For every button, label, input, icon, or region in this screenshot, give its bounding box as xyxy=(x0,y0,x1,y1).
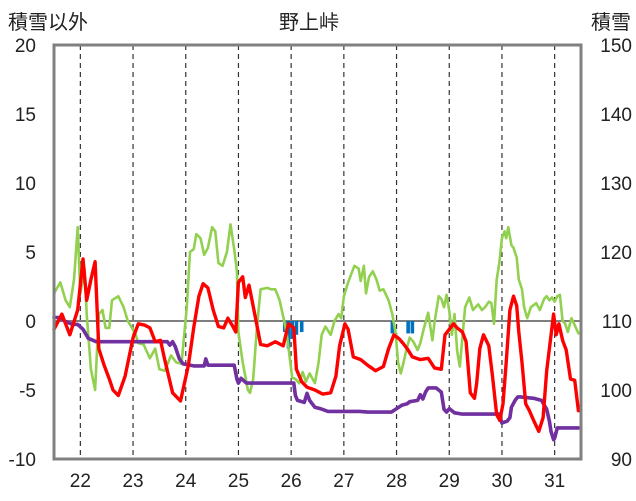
y-right-tick-label: 90 xyxy=(611,450,632,471)
y-right-tick-label: 120 xyxy=(600,243,632,264)
y-right-tick-label: 100 xyxy=(600,381,632,402)
x-tick-label: 29 xyxy=(439,471,460,492)
precipitation-bar xyxy=(406,321,410,334)
series-lines xyxy=(52,223,581,442)
x-tick-label: 26 xyxy=(281,471,302,492)
y-left-tick-label: 15 xyxy=(15,105,36,126)
y-right-tick-label: 110 xyxy=(602,312,632,333)
chart-title: 野上峠 xyxy=(279,12,339,34)
precipitation-bar xyxy=(290,321,295,339)
tick-labels: -10 -5 0 5 10 15 20 90 100 110 120 130 140 150 22 23 24 2… xyxy=(9,36,632,492)
left-axis-title: 積雪以外 xyxy=(8,12,88,34)
x-tick-label: 25 xyxy=(228,471,249,492)
temperature-line xyxy=(52,257,581,434)
right-axis-title: 積雪 xyxy=(591,12,631,34)
x-tick-label: 27 xyxy=(333,471,354,492)
y-left-tick-label: -10 xyxy=(9,450,36,471)
y-left-tick-label: 0 xyxy=(25,312,36,333)
precipitation-bar xyxy=(390,321,395,334)
precipitation-bar xyxy=(286,321,291,349)
y-right-tick-label: 140 xyxy=(600,105,632,126)
precipitation-bar xyxy=(410,321,415,334)
y-right-tick-label: 130 xyxy=(600,174,632,195)
plot-border xyxy=(52,43,583,461)
x-tick-label: 22 xyxy=(70,471,91,492)
x-tick-label: 30 xyxy=(491,471,512,492)
x-tick-label: 24 xyxy=(175,471,197,492)
plot-frame xyxy=(52,43,583,461)
snow_depth-line xyxy=(52,315,581,442)
y-left-tick-label: 20 xyxy=(15,36,36,57)
y-left-tick-label: 5 xyxy=(25,243,36,264)
x-tick-label: 28 xyxy=(386,471,407,492)
green_series-line xyxy=(52,223,580,395)
y-right-tick-label: 150 xyxy=(600,36,632,57)
precipitation-bar xyxy=(299,321,304,333)
x-tick-label: 31 xyxy=(544,471,565,492)
x-tick-label: 23 xyxy=(122,471,143,492)
y-left-tick-label: -5 xyxy=(19,381,36,402)
precipitation-bar xyxy=(294,321,299,335)
y-left-tick-label: 10 xyxy=(15,174,36,195)
